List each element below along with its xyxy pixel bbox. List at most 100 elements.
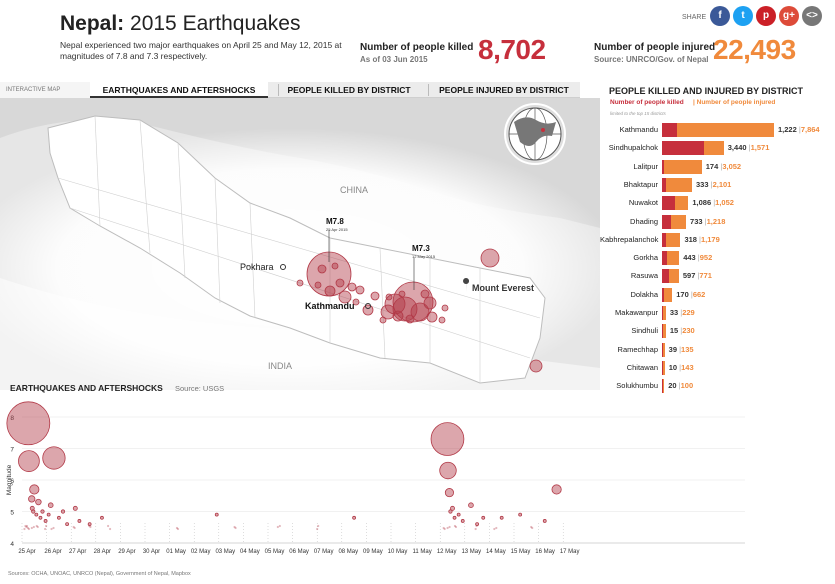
share-facebook-button[interactable]: f [710,6,730,26]
map-quake-circle[interactable] [317,264,327,274]
map-quake-circle[interactable] [362,304,374,316]
map-quake-circle[interactable] [420,289,430,299]
map-quake-circle[interactable] [352,298,360,306]
nepal-map[interactable]: CHINA INDIA Pokhara Kathmandu Mount Ever… [0,98,600,390]
map-label-m78-date: 25 Apr 2015 [326,227,348,232]
x-tick-label: 09 May [363,549,383,555]
minor-aftershock-point [27,527,31,531]
map-quake-circle[interactable] [355,285,365,295]
value-killed: 1,086 [692,198,712,208]
district-row[interactable]: Makawanpur 33 |229 [600,304,835,322]
quake-point[interactable] [100,515,104,520]
map-label-pokhara: Pokhara [240,262,274,272]
quake-point[interactable] [28,495,36,503]
quake-point[interactable] [18,450,40,472]
district-row[interactable]: Kabhrepalanchok 318 |1,179 [600,231,835,249]
quake-point[interactable] [35,498,42,506]
quake-point[interactable] [6,401,51,446]
district-row[interactable]: Chitawan 10 |143 [600,359,835,377]
quake-point[interactable] [452,515,457,520]
map-quake-circle[interactable] [347,282,357,292]
map-label-kathmandu: Kathmandu [305,301,355,311]
map-quake-circle[interactable] [324,285,336,297]
quake-point[interactable] [87,522,92,527]
quake-point[interactable] [47,502,54,509]
quake-point[interactable] [60,509,66,514]
district-row[interactable]: Kathmandu 1,222 |7,864 [600,121,835,139]
quake-point[interactable] [481,515,486,520]
timeseries-chart[interactable]: 4 5 6 7 8 Magnitude 25 Apr 26 Apr 27 Apr 28 Apr 29… [0,395,835,565]
district-row[interactable]: Nuwakot 1,086 |1,052 [600,194,835,212]
quake-point[interactable] [551,484,562,495]
quake-point[interactable] [34,512,39,517]
map-quake-circle[interactable] [405,314,415,324]
quake-point[interactable] [439,461,457,480]
bar-killed [662,214,672,229]
quake-point[interactable] [43,519,48,523]
tab-people-injured[interactable]: PEOPLE INJURED BY DISTRICT [439,85,569,95]
share-google-plus-button[interactable]: g+ [779,6,799,26]
map-quake-circle[interactable] [398,290,406,298]
district-row[interactable]: Lalitpur 174 |3,052 [600,158,835,176]
map-quake-circle[interactable] [335,278,345,288]
quake-point[interactable] [444,488,454,498]
quake-point[interactable] [468,502,474,509]
district-row[interactable]: Dolakha 170 |662 [600,286,835,304]
map-quake-circle[interactable] [379,316,387,324]
bar-killed [662,232,666,247]
share-pinterest-button[interactable]: p [756,6,776,26]
quake-point[interactable] [57,515,61,520]
quake-point[interactable] [77,519,82,523]
map-quake-circle[interactable] [385,293,393,301]
district-row[interactable]: Rasuwa 597 |771 [600,267,835,285]
quake-point[interactable] [46,512,51,517]
quake-point[interactable] [542,519,547,523]
district-row[interactable]: Gorkha 443 |952 [600,249,835,267]
quake-point[interactable] [460,519,465,523]
district-values: 1,222 |7,864 [778,125,820,134]
map-quake-circle[interactable] [392,310,404,322]
district-row[interactable]: Sindhupalchok 3,440 |1,571 [600,139,835,157]
map-quake-circle[interactable] [529,359,543,373]
map-quake-circle[interactable] [423,296,437,310]
district-name: Kabhrepalanchok [600,234,659,244]
district-row[interactable]: Sindhuli 15 |230 [600,322,835,340]
quake-point[interactable] [352,515,357,520]
quake-point[interactable] [31,509,36,514]
tab-earthquakes[interactable]: EARTHQUAKES AND AFTERSHOCKS [90,82,268,98]
quake-point[interactable] [456,512,461,517]
quake-point[interactable] [518,512,523,517]
quake-point[interactable] [42,446,66,470]
map-quake-circle[interactable] [331,262,339,270]
quake-point[interactable] [475,522,480,527]
map-quake-circle[interactable] [314,281,322,289]
share-embed-button[interactable]: <> [802,6,822,26]
tab-people-killed[interactable]: PEOPLE KILLED BY DISTRICT [287,85,411,95]
quake-point[interactable] [448,509,453,514]
quake-point[interactable] [499,515,504,520]
quake-point[interactable] [72,505,78,511]
quake-point[interactable] [29,484,40,495]
district-row[interactable]: Solukhumbu 20 |100 [600,377,835,395]
map-quake-circle[interactable] [410,302,430,322]
district-row[interactable]: Dhading 733 |1,218 [600,213,835,231]
quake-point[interactable] [65,522,69,527]
map-quake-circle[interactable] [370,291,380,301]
minor-aftershock-point [443,527,446,531]
quake-point[interactable] [214,512,219,517]
quake-point[interactable] [40,509,45,514]
quake-point[interactable] [450,505,455,511]
quake-point[interactable] [430,422,465,456]
share-twitter-button[interactable]: t [733,6,753,26]
map-quake-circle[interactable] [338,290,352,304]
map-quake-circle[interactable] [480,248,500,268]
district-name: Dhading [630,216,658,226]
value-injured: 771 [699,271,712,281]
map-quake-circle[interactable] [438,316,446,324]
map-quake-circle[interactable] [441,304,449,312]
map-quake-circle[interactable] [426,311,438,323]
district-row[interactable]: Bhaktapur 333 |2,101 [600,176,835,194]
quake-point[interactable] [38,515,43,520]
district-row[interactable]: Ramechhap 39 |135 [600,341,835,359]
map-quake-circle[interactable] [296,279,304,287]
